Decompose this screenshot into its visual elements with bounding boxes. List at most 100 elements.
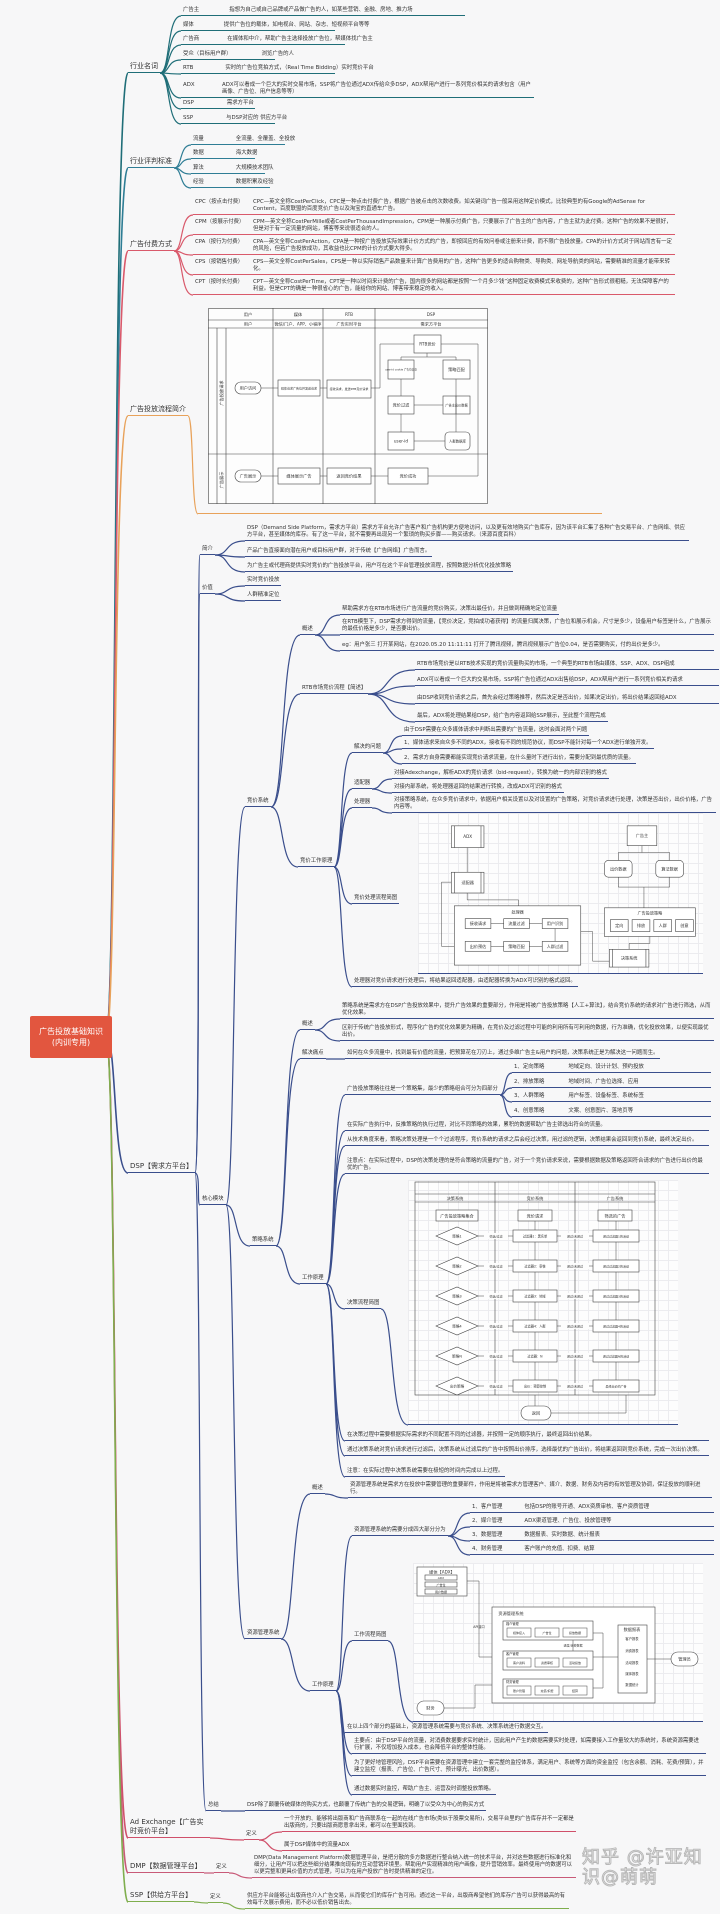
strategy-desc: 地域定向、设计计划、预约投放: [568, 1064, 644, 1070]
group-item: 充值/扣费: [540, 1688, 553, 1693]
term-desc: 需求方平台: [226, 100, 254, 106]
dsp-core-modules[interactable]: 核心模块: [200, 1196, 226, 1205]
resource-four-parts[interactable]: 资源管理系统的需要分成四大部分分为: [352, 1527, 448, 1536]
standard-key: 算法: [193, 165, 204, 171]
pay-row-cpm[interactable]: CPM（按展示付费） CPM—英文全称CostPerMille或者CostPerT…: [193, 219, 675, 235]
strategy-desc: 用户标签、设备标签、系统标签: [568, 1093, 644, 1099]
term-row-adx[interactable]: ADX ADX可以看成一个巨大的实时交易市场，SSP将广告位通过ADX传给众多DS…: [181, 82, 534, 98]
term-row-agency[interactable]: 广告商 在媒体和中介，帮助广告主选择投放广告位，帮媒体找广告主: [181, 36, 373, 45]
term-row-media[interactable]: 媒体 提供广告位的载体，如电视台、网站、杂志、短视频平台等等: [181, 22, 369, 31]
standard-row-traffic[interactable]: 流量 全流量、全覆盖、全投放: [191, 136, 295, 145]
strategy-pain-point[interactable]: 解决痛点: [300, 1050, 326, 1059]
adapter[interactable]: 适配器: [352, 780, 373, 789]
strategy-label: 策略4: [452, 1324, 462, 1329]
dsp-intro[interactable]: 简介: [200, 546, 215, 555]
dsp-intro-text: DSP（Demand Side Platform，需求方平台）需求方平台允许广告…: [245, 525, 689, 541]
box-strategy-match: 策略匹配: [448, 366, 466, 373]
dsp-intro-text: 产品广告直接面向潜在用户或目标用户群，对于传统【广告网络】广告而言。: [245, 548, 433, 557]
dmp-definition[interactable]: 定义: [214, 1864, 229, 1873]
bidding-overview[interactable]: 概述: [300, 626, 315, 635]
standard-row-data[interactable]: 数据 海大数据: [191, 150, 257, 159]
group-item: 账户管理: [513, 1688, 525, 1693]
pay-desc: CPT—英文全称CostPerTime，CPT是一种以时间来计费的广告，国内很多…: [253, 279, 669, 292]
dsp-summary[interactable]: 总结: [206, 1802, 221, 1811]
connector-line: [382, 748, 403, 754]
connector-line: [325, 1173, 346, 1285]
dmp-definition-text: DMP(Data Management Platform)数据管理平台，是把分散…: [252, 1855, 576, 1878]
branch-dsp[interactable]: DSP【需求方平台】: [128, 1162, 196, 1173]
term-row-ssp[interactable]: SSP 与DSP对应的 供应方平台: [181, 115, 287, 124]
resource-overview[interactable]: 概述: [310, 1485, 325, 1494]
standard-row-algorithm[interactable]: 算法 大规模技术团队: [191, 165, 274, 174]
connector-line: [324, 1493, 349, 1499]
diagram-step: 用户识别: [547, 920, 564, 926]
diagram-advertiser: 广告主: [636, 832, 648, 838]
filter-label: 过滤器3：地域: [524, 1294, 546, 1299]
pay-row-cpa[interactable]: CPA（按行为付费） CPA—英文全称CostPerAction，CPA是一种按广…: [193, 239, 675, 255]
connector-line: [214, 540, 246, 556]
top-bid-request: 竞价请求: [527, 1213, 545, 1220]
decision-diagram-label[interactable]: 决策流程简图: [345, 1300, 382, 1309]
subheader-rtb: 广告实时平台: [336, 321, 361, 328]
rtb-bidding-flow[interactable]: RTB市场竞价流程【简述】: [300, 685, 369, 694]
problem-solved[interactable]: 解决的问题: [352, 744, 383, 753]
problem-text: 由于DSP需要在众多媒体请求中判断出需要的广告流量，这时会面对两个问题: [402, 727, 590, 736]
box-return-result: 返回竞价结果: [336, 473, 362, 480]
filter-label: 过滤器1：黑名单: [523, 1234, 548, 1239]
branch-dmp[interactable]: DMP【数据管理平台】: [128, 1862, 204, 1873]
branch-ad-flow[interactable]: 广告投放流程简介: [128, 405, 188, 416]
edge-label-bg: [484, 1263, 508, 1269]
edge-label-bg: [561, 1323, 589, 1329]
pay-row-cps[interactable]: CPS（按销售付费） CPS—英文全称CostPerSales，CPS是一种以实际…: [193, 259, 675, 275]
branch-payment-methods[interactable]: 广告付费方式: [128, 240, 174, 251]
resource-diagram-label[interactable]: 工作流程简图: [352, 1632, 389, 1641]
resource-management-system[interactable]: 资源管理系统: [245, 1630, 282, 1639]
term-row-audience[interactable]: 受众（目标用户群） 浏览广告的人: [181, 51, 294, 60]
subheader-dsp: 需求方平台: [421, 321, 442, 328]
branch-ssp[interactable]: SSP【供给方平台】: [128, 1891, 195, 1902]
group-name: 媒介管理: [506, 1621, 520, 1626]
processor[interactable]: 处理器: [352, 799, 373, 808]
branch-industry-standards[interactable]: 行业评判标准: [128, 157, 174, 168]
pay-row-cpt[interactable]: CPT（按时长付费） CPT—英文全称CostPerTime，CPT是一种以时间来…: [193, 279, 675, 295]
connector-line: [225, 1204, 246, 1640]
term-row-rtb[interactable]: RTB 实时的广告位竞拍方式，（Real Time Bidding）实时竞价平台: [181, 65, 374, 74]
term-row-dsp[interactable]: DSP 需求方平台: [181, 100, 255, 109]
connector-line: [173, 167, 192, 189]
adx-definition[interactable]: 定义: [244, 1831, 259, 1840]
connector-line: [314, 1018, 341, 1031]
bidding-principle[interactable]: 竞价工作原理: [298, 858, 335, 867]
dsp-summary-text: DSP除了颠覆传统媒体的购买方式，也颠覆了传统广告的交易逻辑，明确了以受众为中心…: [245, 1802, 487, 1811]
bid-process-diagram-label[interactable]: 竞价处理流程简图: [352, 895, 400, 904]
edge-label: 通过/未通过: [567, 1234, 583, 1239]
resource-work-text: 主要点：由于DSP平台的流量，对消费数据要求实时统计，因此用户产生的数据需要实时…: [352, 1738, 706, 1754]
col-bidding: 竞价系统: [527, 1195, 544, 1202]
connector-line: [367, 669, 416, 695]
strategy-system[interactable]: 策略系统: [250, 1237, 276, 1246]
box-user-visit: 用户访问: [240, 385, 257, 392]
resource-flow-svg: 媒介管理媒体接入 广告位 投放数据客户管理客户资料 资质审核 活动投放财务管理账户管理充…: [416, 1566, 699, 1716]
header-media: 媒体: [294, 311, 303, 318]
diagram-strategy: 创意: [680, 922, 688, 928]
strategy-work-text: 注意点：在实际过程中，DSP的决策处理的是符合策略的流量的广告，对于一个竞价请求…: [345, 1158, 709, 1174]
strategy-work-principle[interactable]: 工作原理: [300, 1275, 326, 1284]
connector-line: [280, 1638, 311, 1692]
group-item-box: [506, 1627, 532, 1638]
mid-label: 进度/消费数据: [563, 1643, 582, 1648]
standard-row-experience[interactable]: 经验 数据积累及经验: [191, 179, 274, 188]
bidding-system[interactable]: 竞价系统: [245, 798, 271, 807]
ssp-definition[interactable]: 定义: [208, 1894, 223, 1903]
connector-line: [275, 1245, 301, 1285]
branch-ad-exchange[interactable]: Ad Exchange【广告实时竞价平台】: [128, 1818, 210, 1838]
pay-row-cpc[interactable]: CPC（按点击付费） CPC—英文全称CostPerClick，CPC是一种点击付…: [193, 199, 675, 215]
strategy-set-item: 3、人群策略 用户标签、设备标签、系统标签: [512, 1093, 711, 1102]
strategy-overview[interactable]: 概述: [300, 1021, 315, 1030]
finance-node: 财务: [426, 1705, 435, 1712]
resource-work-principle[interactable]: 工作原理: [310, 1682, 336, 1691]
strategy-set[interactable]: 广告投放策略往往是一个策略集，最少的策略组合可分为四部分: [345, 1086, 500, 1095]
branch-industry-terms[interactable]: 行业名词: [128, 62, 160, 73]
dsp-value[interactable]: 价值: [200, 585, 215, 594]
term-row-advertiser[interactable]: 广告主 指想为自己或自己品牌或产品做广告的人，如某些营销、金融、房地、推力场: [181, 7, 465, 16]
decision-row: 出价策略 出价：预算控制 最终出价的广告 筛选/过滤 通过/未通过: [435, 1362, 640, 1396]
central-topic[interactable]: 广告投放基础知识 (内训专用): [30, 1016, 112, 1058]
